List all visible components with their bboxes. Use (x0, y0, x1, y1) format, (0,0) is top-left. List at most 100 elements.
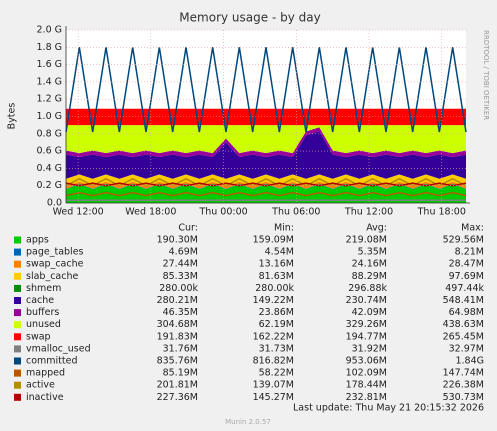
legend-swatch (14, 333, 21, 341)
legend-entry: inactive (26, 392, 64, 403)
legend-stat: 42.09M (352, 307, 387, 318)
legend-stat: 329.26M (346, 319, 387, 330)
line (65, 177, 467, 187)
y-tick-label: 0.0 (47, 198, 62, 209)
legend-stat: 497.44k (445, 283, 484, 294)
legend-stat: 159.09M (253, 235, 294, 246)
x-tick-label: Wed 18:00 (125, 207, 176, 218)
legend-stat: 145.27M (253, 392, 294, 403)
legend-stat: 31.73M (259, 343, 294, 354)
legend-stat: 4.54M (265, 247, 294, 258)
y-tick-label: 1.0 G (37, 111, 63, 122)
legend-stat: 27.44M (163, 259, 198, 270)
legend-swatch (14, 357, 21, 365)
legend-stat: 58.22M (259, 368, 294, 379)
area (66, 127, 466, 158)
y-axis-label: Bytes (7, 103, 18, 130)
legend-stat: 190.30M (157, 235, 198, 246)
legend-stat: 953.06M (346, 356, 387, 367)
legend-swatch (14, 381, 21, 389)
legend-stat: 8.21M (455, 247, 484, 258)
legend-stat: 219.08M (346, 235, 387, 246)
legend-entry: page_tables (26, 247, 84, 258)
x-tick-label: Thu 18:00 (417, 207, 466, 218)
legend-swatch (14, 260, 21, 268)
area (66, 183, 466, 203)
legend-stat: 4.69M (169, 247, 198, 258)
line (65, 191, 467, 197)
legend-stat: 46.35M (163, 307, 198, 318)
legend-stat: 85.19M (163, 368, 198, 379)
legend-stat: 32.97M (449, 343, 484, 354)
legend-entry: active (26, 380, 55, 391)
legend-stat: 28.47M (449, 259, 484, 270)
legend-entry: unused (26, 319, 61, 330)
legend-swatch (14, 297, 21, 304)
y-tick-label: 1.2 G (37, 94, 63, 105)
legend-entry: cache (26, 295, 54, 306)
last-update: Last update: Thu May 21 20:15:32 2026 (293, 403, 484, 414)
legend-stat: 31.92M (352, 343, 387, 354)
legend-stat: 85.33M (163, 271, 198, 282)
legend-stat: 194.77M (346, 331, 387, 342)
version: Munin 2.0.57 (225, 418, 271, 426)
legend-stat: 64.98M (449, 307, 484, 318)
legend-entry: mapped (26, 368, 65, 379)
legend-stat: 88.29M (352, 271, 387, 282)
legend-entry: vmalloc_used (26, 343, 91, 354)
legend-stat: 191.83M (157, 331, 198, 342)
legend-entry: apps (26, 235, 49, 246)
legend-entry: swap (26, 331, 51, 342)
legend-stat: 280.21M (157, 295, 198, 306)
legend-stat: 529.56M (443, 235, 484, 246)
legend-entry: committed (26, 356, 78, 367)
legend-swatch (14, 248, 21, 256)
legend-stat: 438.63M (443, 319, 484, 330)
legend-stat: 149.22M (253, 295, 294, 306)
x-tick-label: Thu 12:00 (344, 207, 393, 218)
area (66, 108, 466, 126)
legend-stat: 232.81M (346, 392, 387, 403)
legend-entry: shmem (26, 283, 61, 294)
y-tick-label: 0.4 G (37, 163, 63, 174)
legend-swatch (14, 321, 21, 329)
y-tick-label: 2.0 G (37, 25, 63, 36)
legend-header: Min: (274, 223, 294, 234)
legend-swatch (14, 236, 21, 244)
legend-entry: buffers (26, 307, 59, 318)
legend-swatch (14, 272, 21, 280)
legend-stat: 548.41M (443, 295, 484, 306)
x-tick-label: Thu 06:00 (271, 207, 320, 218)
y-tick-label: 0.8 G (37, 128, 63, 139)
legend-stat: 304.68M (157, 319, 198, 330)
y-tick-label: 1.6 G (37, 59, 63, 70)
legend-stat: 62.19M (259, 319, 294, 330)
area (66, 174, 466, 187)
legend-swatch (14, 393, 21, 401)
x-tick-label: Wed 12:00 (53, 207, 104, 218)
legend-stat: 226.38M (443, 380, 484, 391)
legend-stat: 230.74M (346, 295, 387, 306)
area (66, 181, 466, 189)
legend-header: Cur: (178, 223, 198, 234)
legend-stat: 280.00k (159, 283, 198, 294)
legend-stat: 97.69M (449, 271, 484, 282)
legend-stat: 147.74M (443, 368, 484, 379)
legend-entry: slab_cache (26, 271, 78, 282)
legend-stat: 1.84G (455, 356, 484, 367)
y-tick-label: 0.2 G (37, 180, 63, 191)
watermark: RRDTOOL / TOBI OETIKER (482, 30, 490, 120)
y-tick-label: 1.8 G (37, 42, 63, 53)
y-tick-label: 0.6 G (37, 146, 63, 157)
chart-title: Memory usage - by day (179, 11, 320, 25)
y-tick-label: 1.4 G (37, 76, 63, 87)
area (66, 125, 466, 154)
legend-stat: 835.76M (157, 356, 198, 367)
legend-swatch (14, 369, 21, 377)
legend-stat: 24.16M (352, 259, 387, 270)
x-tick-label: Thu 00:00 (198, 207, 247, 218)
legend-stat: 139.07M (253, 380, 294, 391)
legend-stat: 201.81M (157, 380, 198, 391)
legend-stat: 227.36M (157, 392, 198, 403)
